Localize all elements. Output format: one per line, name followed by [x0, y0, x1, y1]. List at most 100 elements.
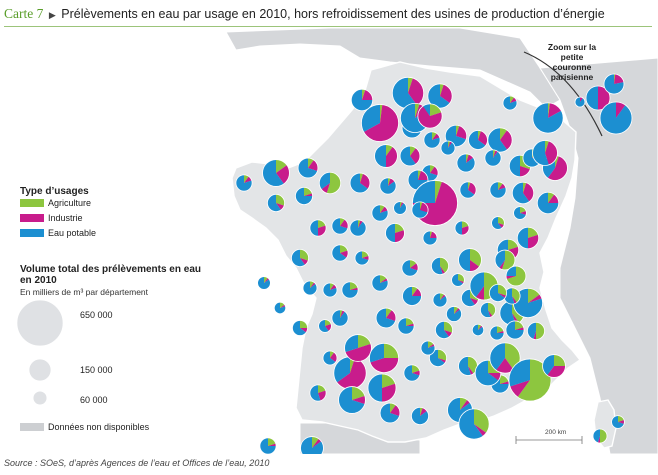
department-pie: [371, 204, 389, 222]
pie-slice: [430, 103, 442, 116]
department-pie: [371, 274, 389, 292]
department-pie: [273, 301, 287, 315]
pie-slice: [312, 436, 319, 448]
pie-slice: [523, 182, 534, 202]
department-pie: [513, 206, 527, 220]
pie-slice: [322, 282, 338, 298]
department-pie: [401, 259, 419, 277]
legend-type-title: Type d’usages: [20, 186, 89, 197]
pie-slice: [259, 437, 277, 454]
pie-slice: [478, 325, 483, 330]
pie-slice: [440, 140, 456, 156]
pie-slice: [304, 193, 313, 196]
pie-slice: [438, 349, 447, 361]
legend-circles: [16, 299, 64, 406]
pie-slice: [385, 223, 395, 243]
department-pie: [322, 282, 338, 298]
pie-slice: [548, 102, 550, 118]
pie-slice: [536, 322, 545, 340]
neighbor-north: [225, 28, 561, 109]
pie-slice: [395, 230, 405, 243]
pie-slice: [527, 322, 536, 340]
pie-slice: [309, 384, 321, 402]
pie-outline: [235, 174, 253, 192]
pie-outline: [471, 323, 485, 337]
pie-slice: [506, 276, 516, 280]
pie-slice: [462, 225, 470, 236]
pie-slice: [614, 74, 616, 84]
department-pie: [391, 76, 425, 110]
pie-slice: [352, 395, 366, 405]
department-pie: [349, 219, 367, 237]
pie-slice: [376, 308, 396, 328]
pie-slice: [597, 436, 600, 444]
legend-label: Agriculture: [48, 198, 92, 208]
department-pie: [489, 342, 521, 374]
pie-outline: [427, 83, 453, 109]
pie-outline: [502, 95, 518, 111]
department-pie: [532, 140, 558, 166]
pie-slice: [386, 146, 398, 168]
pie-slice: [410, 147, 420, 165]
pie-slice: [440, 84, 453, 104]
pie-slice: [340, 219, 349, 229]
pie-outline: [374, 144, 398, 168]
pie-outline: [322, 282, 338, 298]
pie-slice: [276, 159, 287, 173]
pie-slice: [478, 130, 488, 146]
pie-slice: [418, 170, 428, 180]
pie-slice: [354, 250, 369, 266]
pie-outline: [431, 257, 449, 275]
pie-outline: [403, 364, 421, 382]
pie-slice: [468, 130, 486, 150]
pie-slice: [618, 415, 625, 422]
pie-slice: [458, 248, 470, 272]
pie-outline: [536, 191, 560, 215]
department-pie: [505, 265, 527, 287]
pie-outline: [491, 216, 505, 230]
pie-slice: [408, 78, 424, 106]
department-pie: [417, 103, 443, 129]
pie-slice: [505, 342, 521, 371]
pie-outline: [489, 325, 505, 341]
pie-slice: [512, 296, 517, 304]
department-pie: [458, 356, 478, 376]
department-pie: [403, 364, 421, 382]
pie-slice: [547, 366, 566, 378]
pie-outline: [341, 281, 359, 299]
pie-slice: [432, 131, 437, 140]
pie-slice: [459, 181, 475, 199]
pie-slice: [532, 102, 564, 134]
department-pie: [611, 415, 625, 429]
department-pie: [423, 131, 441, 149]
pie-slice: [310, 282, 316, 288]
pie-slice: [515, 320, 524, 330]
department-pie: [527, 322, 545, 340]
department-pie: [411, 407, 429, 425]
pie-slice: [340, 309, 343, 318]
department-pie: [440, 140, 456, 156]
department-pie: [297, 157, 319, 179]
pie-outline: [412, 180, 458, 226]
pie-outline: [259, 437, 277, 454]
pie-slice: [489, 181, 507, 199]
legend-circle-label: 150 000: [80, 365, 113, 375]
pie-slice: [498, 223, 505, 229]
pie-outline: [420, 340, 436, 356]
pie-outline: [446, 306, 462, 322]
pie-slice: [468, 181, 471, 190]
pie-slice: [548, 192, 555, 203]
department-pie: [292, 320, 308, 336]
department-pie: [446, 306, 462, 322]
pie-slice: [435, 180, 442, 203]
pie-slice: [501, 250, 515, 270]
pie-outline: [516, 226, 540, 250]
department-pie: [309, 384, 327, 402]
pie-outline: [603, 73, 625, 95]
pie-slice: [440, 294, 446, 300]
pie-slice: [510, 95, 515, 103]
department-pie: [487, 127, 513, 153]
pie-slice: [484, 149, 502, 167]
pie-slice: [362, 89, 366, 100]
pie-slice: [344, 334, 358, 353]
